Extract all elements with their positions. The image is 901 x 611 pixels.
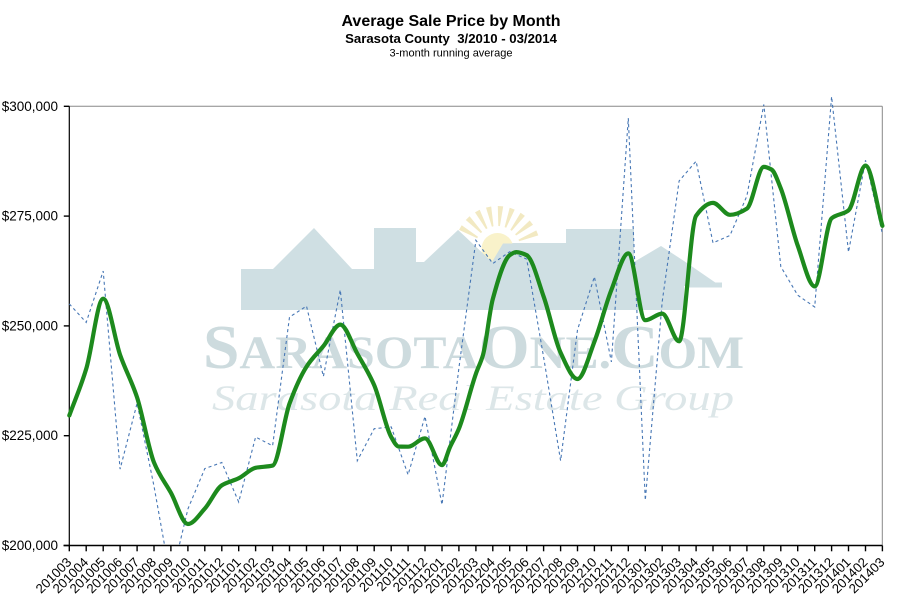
svg-text:$225,000: $225,000 [2,428,58,443]
svg-text:Average Sale Price by Month: Average Sale Price by Month [341,13,560,30]
svg-text:$275,000: $275,000 [2,209,58,224]
svg-text:$300,000: $300,000 [2,99,58,114]
svg-text:Sarasota County 3/2010 - 03/2: Sarasota County 3/2010 - 03/2014 [345,31,558,46]
svg-text:$200,000: $200,000 [2,538,58,553]
svg-text:3-month running average: 3-month running average [390,48,513,60]
svg-text:$250,000: $250,000 [2,318,58,333]
